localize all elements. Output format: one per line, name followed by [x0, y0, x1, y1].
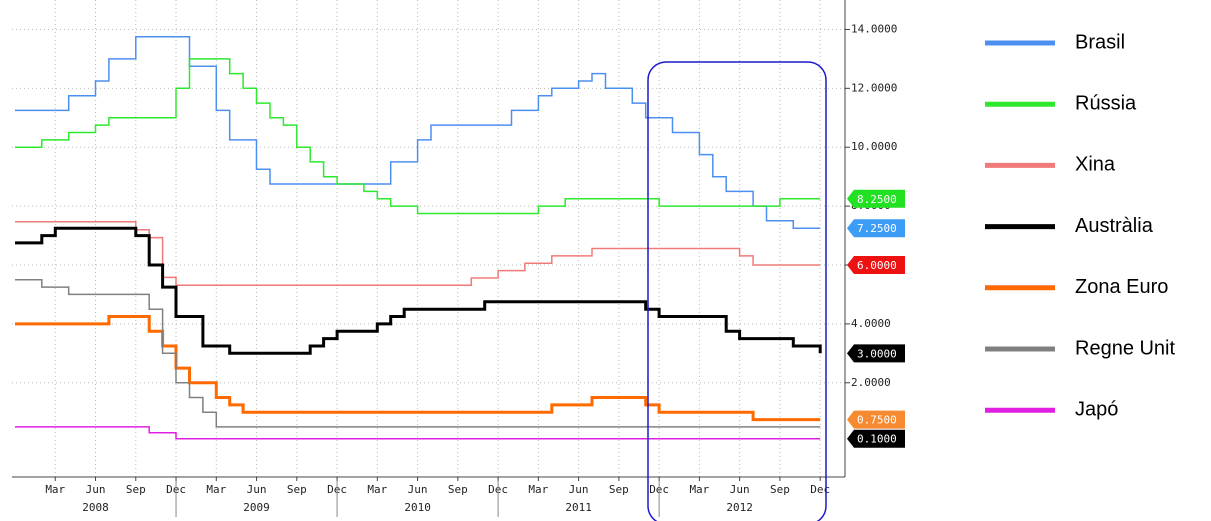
x-tick-label: Sep — [126, 483, 146, 496]
highlight-box — [647, 61, 827, 521]
y-tick-label: 2.0000 — [851, 376, 891, 389]
x-group-label: 2010 — [404, 501, 431, 514]
end-tag — [847, 344, 905, 363]
end-tag — [847, 256, 905, 274]
x-tick-label: Jun — [730, 483, 750, 496]
legend-label: Rússia — [1075, 92, 1137, 114]
legend-label: Japó — [1075, 398, 1118, 420]
x-tick-label: Jun — [408, 483, 428, 496]
end-tag-label: 3.0000 — [857, 347, 897, 360]
legend-label: Austràlia — [1075, 215, 1154, 237]
end-tag-label: 0.7500 — [857, 414, 897, 427]
end-tag-label: 6.0000 — [857, 259, 897, 272]
legend: Brasil Rússia Xina Austràlia Zona Euro Regne … — [985, 31, 1176, 420]
series-line — [15, 226, 822, 355]
x-tick-label: Mar — [367, 483, 387, 496]
x-tick-label: Mar — [528, 483, 548, 496]
end-tag-label: 0.1000 — [857, 433, 897, 446]
axes: 2.00004.00006.00008.000010.000012.000014… — [12, 0, 905, 517]
x-tick-label: Dec — [810, 483, 830, 496]
series-line — [15, 278, 821, 428]
grid — [12, 0, 845, 477]
x-tick-label: Jun — [86, 483, 106, 496]
x-group-label: 2011 — [565, 501, 592, 514]
x-tick-label: Sep — [770, 483, 790, 496]
end-tag-label: 7.2500 — [857, 222, 897, 235]
x-tick-label: Mar — [45, 483, 65, 496]
lines — [15, 36, 822, 440]
x-tick-label: Sep — [609, 483, 629, 496]
x-tick-label: Mar — [206, 483, 226, 496]
legend-label: Regne Unit — [1075, 337, 1176, 359]
x-group-label: 2008 — [82, 501, 109, 514]
x-tick-label: Jun — [569, 483, 589, 496]
series-line — [15, 426, 821, 440]
legend-label: Brasil — [1075, 31, 1125, 53]
x-tick-label: Sep — [287, 483, 307, 496]
x-tick-label: Sep — [448, 483, 468, 496]
end-tag-label: 8.2500 — [857, 193, 897, 206]
end-tag — [847, 219, 905, 238]
series-line — [15, 315, 821, 422]
x-group-label: 2009 — [243, 501, 270, 514]
y-tick-label: 14.0000 — [851, 22, 897, 35]
y-tick-label: 4.0000 — [851, 317, 891, 330]
x-tick-label: Mar — [689, 483, 709, 496]
legend-label: Xina — [1075, 154, 1116, 176]
y-tick-label: 10.0000 — [851, 140, 897, 153]
end-tag — [847, 429, 905, 448]
end-tag — [847, 410, 905, 429]
x-group-label: 2012 — [726, 501, 753, 514]
series-line — [15, 36, 821, 229]
x-tick-label: Jun — [247, 483, 267, 496]
series-line — [15, 58, 821, 215]
end-tag — [847, 189, 905, 208]
y-tick-label: 12.0000 — [851, 81, 897, 94]
legend-label: Zona Euro — [1075, 276, 1168, 298]
